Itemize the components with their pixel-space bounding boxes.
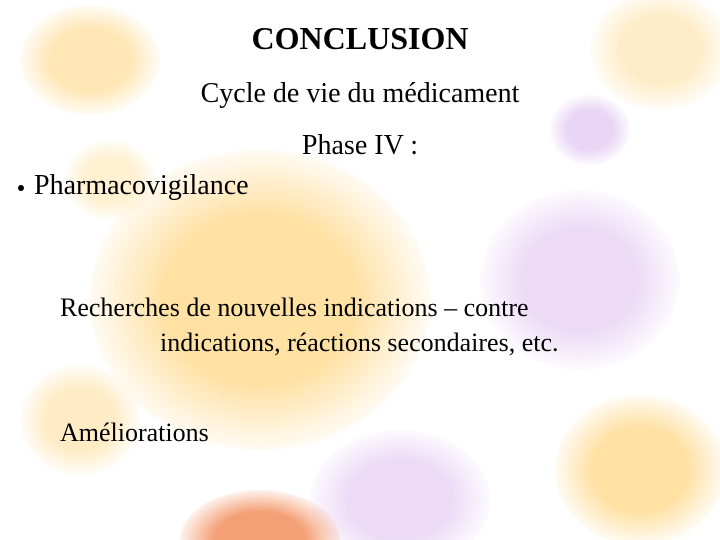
paragraph-research-line1: Recherches de nouvelles indications – co… [60, 293, 529, 322]
slide-content: CONCLUSION Cycle de vie du médicament Ph… [0, 0, 720, 540]
bullet-item: Pharmacovigilance [18, 170, 249, 202]
paragraph-improvements: Améliorations [60, 418, 209, 448]
phase-heading: Phase IV : [0, 130, 720, 162]
paragraph-research: Recherches de nouvelles indications – co… [60, 290, 680, 360]
bullet-text: Pharmacovigilance [34, 170, 249, 202]
paragraph-research-line2: indications, réactions secondaires, etc. [60, 325, 680, 360]
slide-title: CONCLUSION [0, 20, 720, 57]
slide-subtitle: Cycle de vie du médicament [0, 78, 720, 110]
bullet-icon [18, 185, 24, 191]
